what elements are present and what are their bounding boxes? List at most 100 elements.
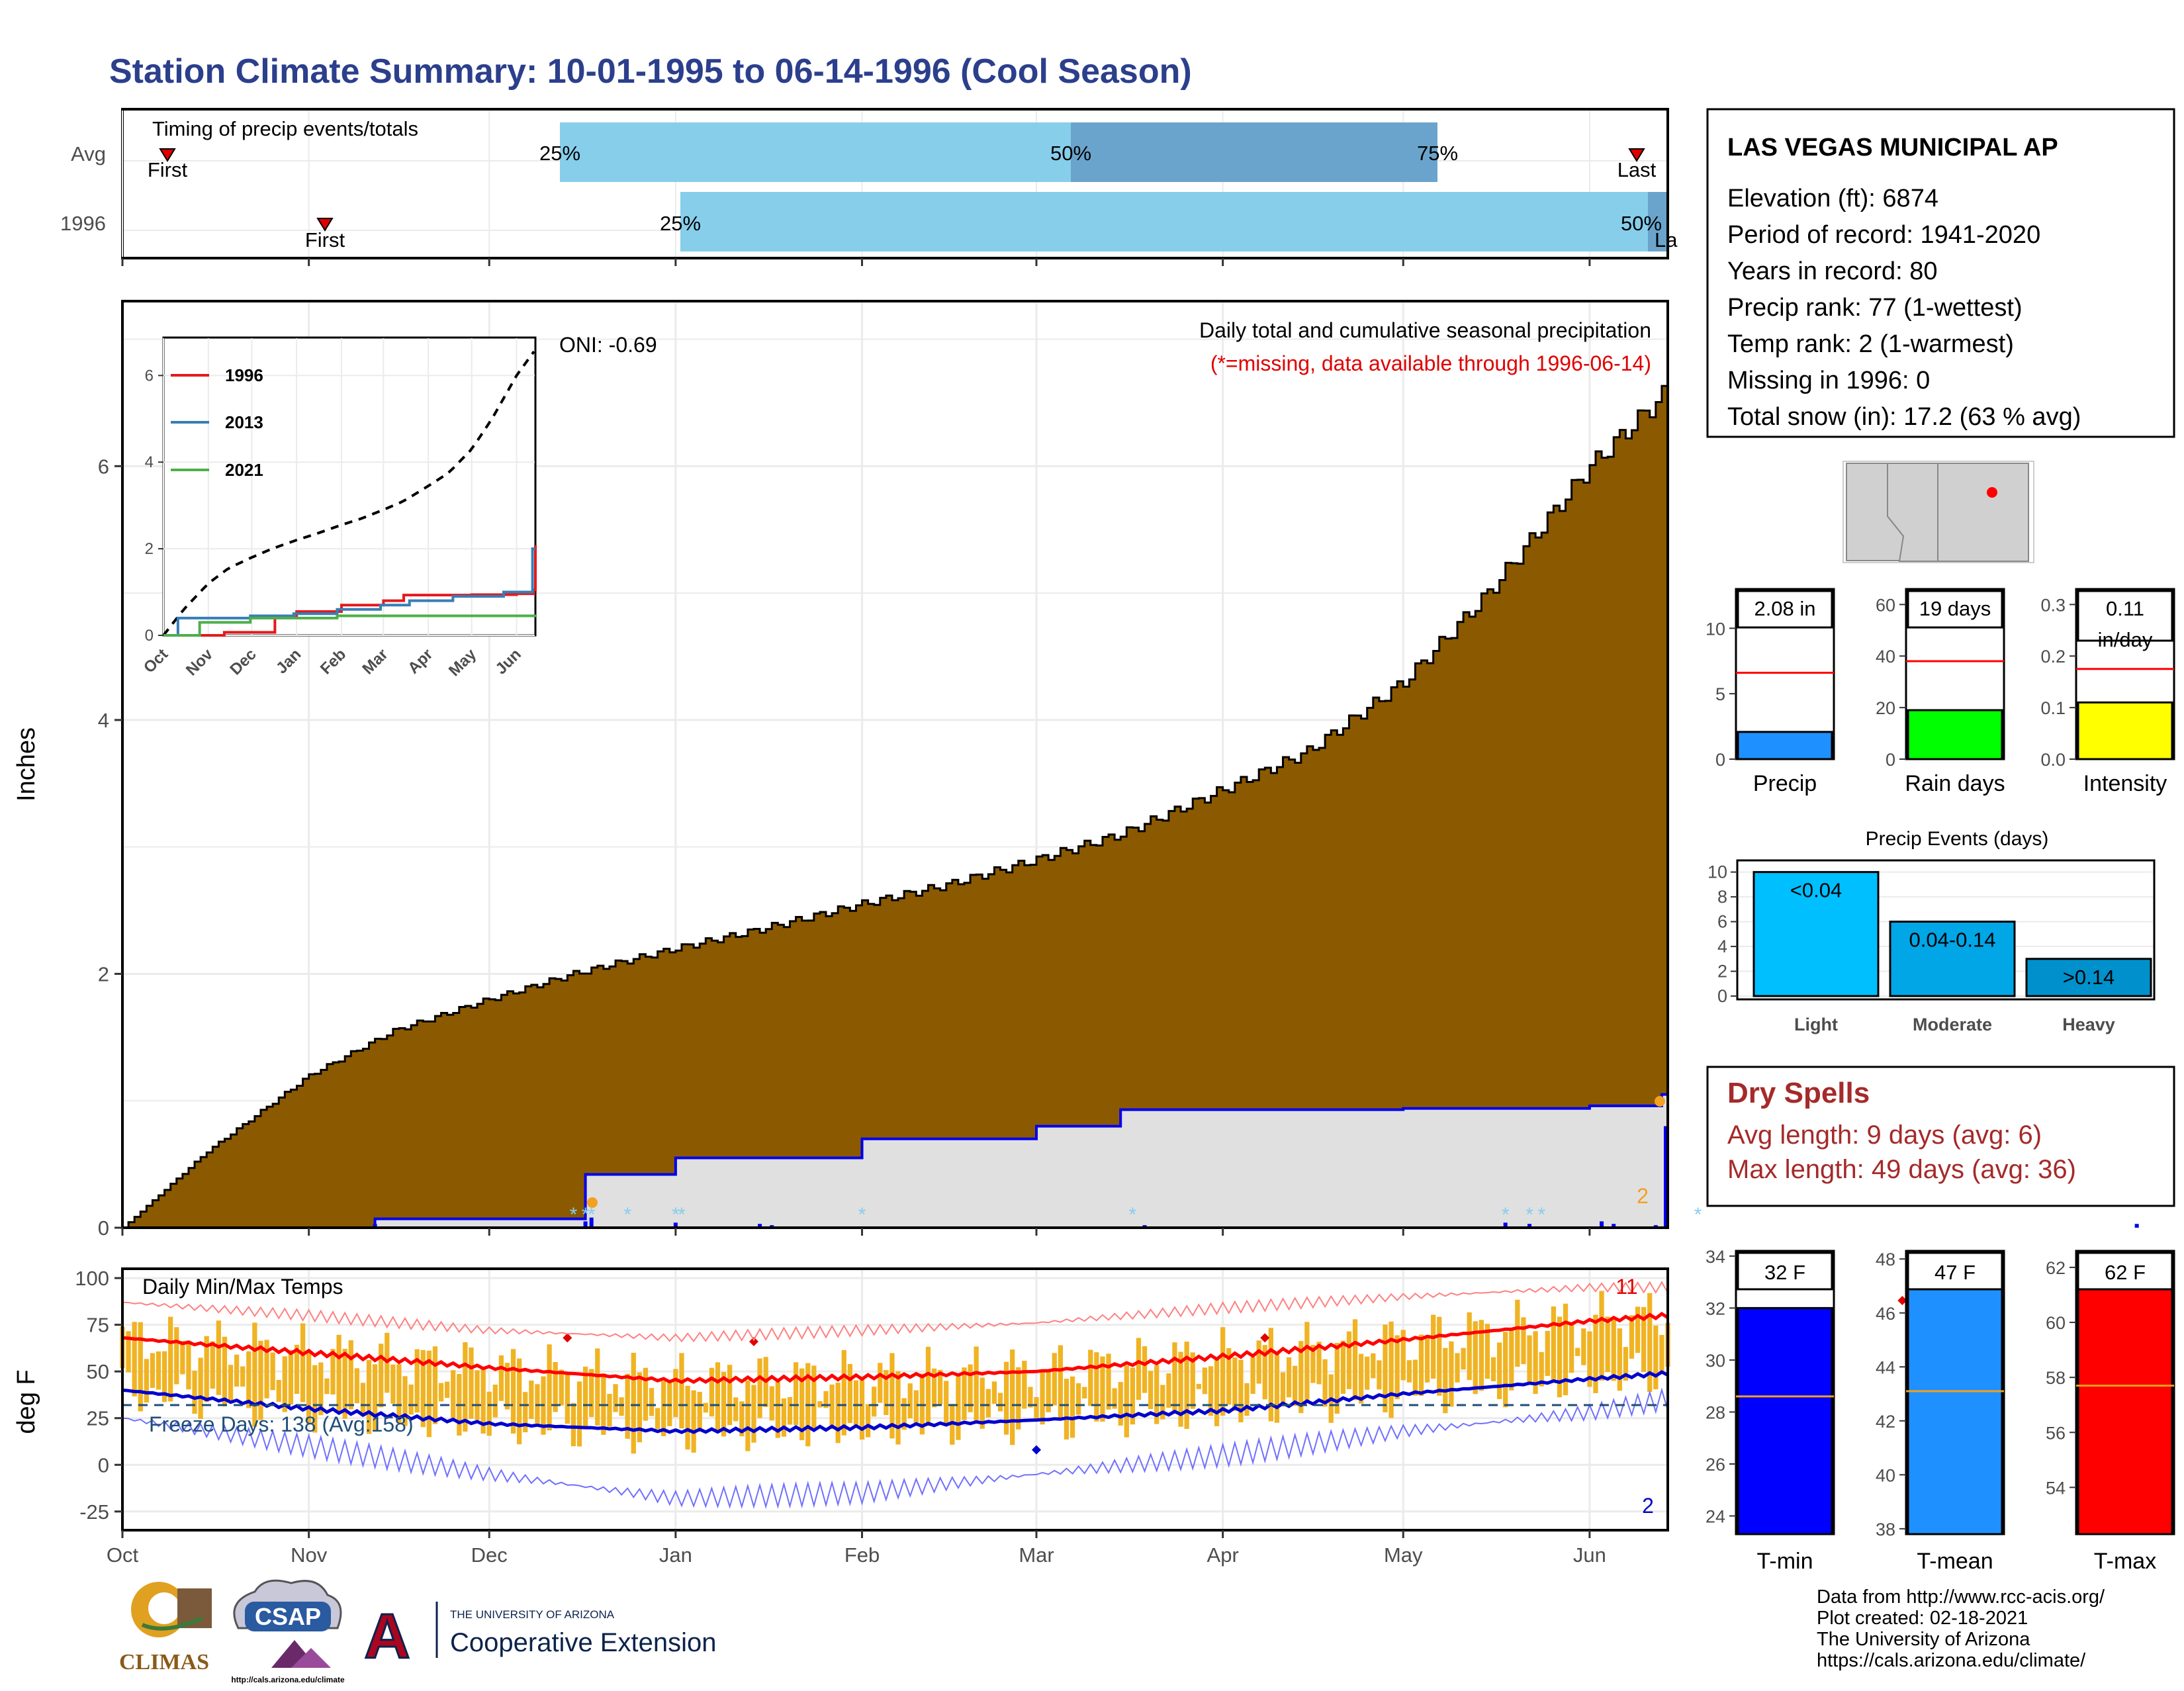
daily-temp-bar <box>925 1346 931 1426</box>
daily-temp-bar <box>901 1398 907 1430</box>
snow-marker: * <box>1129 1204 1137 1226</box>
daily-temp-bar <box>402 1376 408 1426</box>
temp-summary-ytick-label: 26 <box>1706 1455 1725 1475</box>
daily-temp-bar <box>1022 1361 1027 1409</box>
events-bar-heavy <box>2025 958 2152 997</box>
mini-bar-label-box <box>1737 590 1833 629</box>
avg-p50-label: 50% <box>1050 142 1091 165</box>
daily-temp-bar <box>979 1377 985 1429</box>
ua-logo: A THE UNIVERSITY OF ARIZONA Cooperative … <box>363 1600 717 1673</box>
daily-temp-bar <box>769 1386 774 1421</box>
daily-temp-bar <box>565 1374 570 1424</box>
mini-bar-ytick-label: 0.3 <box>2040 595 2066 615</box>
events-bar-light <box>1752 871 1880 997</box>
temp-summary-label: T-mean <box>1917 1549 1993 1574</box>
daily-temp-bar <box>216 1320 222 1395</box>
temp-summary-ytick-label: 38 <box>1876 1520 1895 1539</box>
daily-temp-bar <box>210 1341 215 1389</box>
daily-temp-bar <box>884 1370 889 1416</box>
daily-temp-bar <box>1184 1342 1189 1430</box>
events-bar-tag: <0.04 <box>1790 879 1842 902</box>
daily-temp-bar <box>288 1349 294 1405</box>
temp-summary-t-max: 62 F T-max 54 56 58 60 62 <box>2046 1250 2175 1574</box>
temp-summary-ytick-label: 58 <box>2046 1368 2066 1388</box>
daily-temp-bar <box>282 1356 287 1412</box>
daily-temp-bar <box>938 1369 943 1405</box>
inset-avg-cumulative-line <box>162 350 535 637</box>
csap-logo: CSAP http://cals.arizona.edu/climate <box>231 1579 345 1684</box>
daily-temp-bar <box>1346 1331 1352 1389</box>
daily-temp-bar <box>709 1367 715 1417</box>
mini-bar-value-text: 2.08 in <box>1754 597 1815 620</box>
avg-p25-label: 25% <box>539 142 580 165</box>
ua-line1: THE UNIVERSITY OF ARIZONA <box>450 1608 615 1621</box>
temp-summary-ytick-label: 44 <box>1876 1357 1895 1377</box>
daily-temp-bar <box>1075 1383 1081 1415</box>
year-first-label: First <box>305 228 345 251</box>
daily-temp-bar <box>895 1371 901 1445</box>
daily-temp-bar <box>1424 1338 1430 1383</box>
daily-temp-bar <box>1473 1321 1478 1394</box>
avg-min-line <box>122 1370 1669 1434</box>
daily-temp-bar <box>330 1349 336 1395</box>
daily-temp-bar <box>475 1370 480 1420</box>
daily-temp-bar <box>1467 1312 1472 1381</box>
temp-summary-ytick-label: 40 <box>1876 1465 1895 1485</box>
daily-temp-bar <box>781 1398 787 1437</box>
temp-xtick-label: Feb <box>844 1543 880 1567</box>
station-info-line: Years in record: 80 <box>1727 257 1938 285</box>
daily-temp-bar <box>1094 1352 1099 1422</box>
daily-temp-bar <box>1136 1338 1142 1400</box>
daily-temp-bar <box>1635 1306 1641 1353</box>
daily-temp-bar <box>306 1352 312 1425</box>
daily-temp-bar <box>619 1397 624 1416</box>
daily-temp-bar <box>595 1348 600 1426</box>
temp-summary-ytick-label: 56 <box>2046 1423 2066 1443</box>
temp-xtick-label: Mar <box>1019 1543 1054 1567</box>
timing-title: Timing of precip events/totals <box>152 117 418 140</box>
daily-temp-bar <box>1394 1335 1400 1400</box>
mini-bar-ytick-label: 0 <box>1715 750 1725 770</box>
events-ytick-label: 8 <box>1717 887 1727 907</box>
events-ytick-label: 2 <box>1717 962 1727 982</box>
daily-temp-bar <box>270 1352 275 1391</box>
avg-quartile-bar-light <box>560 122 1071 182</box>
daily-temp-bar <box>1581 1328 1586 1365</box>
daily-precip-bar <box>589 1217 594 1228</box>
mini-bar-label: Rain days <box>1905 771 2005 796</box>
daily-temp-bar <box>1490 1357 1496 1381</box>
year-quartile-bar-light <box>680 192 1648 251</box>
daily-temp-bar <box>1449 1341 1454 1407</box>
daily-temp-bar <box>1208 1366 1214 1416</box>
temp-xtick-label: Dec <box>471 1543 508 1567</box>
precip-ylabel: Inches <box>13 727 40 801</box>
daily-temp-bar <box>1334 1342 1340 1414</box>
daily-temp-bar <box>1232 1357 1238 1411</box>
temp-xtick-label: Jun <box>1573 1543 1606 1567</box>
daily-temp-bar <box>823 1391 829 1408</box>
mini-bar-value-text: in/day <box>2098 628 2153 651</box>
dry-spells-avg: Avg length: 9 days (avg: 6) <box>1727 1120 2042 1150</box>
daily-temp-bar <box>661 1381 666 1436</box>
daily-temp-bar <box>1220 1327 1226 1416</box>
daily-temp-bar <box>486 1391 492 1436</box>
daily-temp-bar <box>1322 1359 1328 1407</box>
temp-xtick-label: Nov <box>291 1543 328 1567</box>
daily-temp-bar <box>1352 1319 1358 1400</box>
daily-precip-bar <box>373 1224 377 1228</box>
temp-title: Daily Min/Max Temps <box>142 1275 343 1299</box>
daily-temp-bar <box>1479 1320 1484 1391</box>
daily-temp-bar <box>907 1383 913 1418</box>
temp-summary-bar <box>2077 1266 2173 1535</box>
daily-temp-bar <box>1088 1349 1093 1406</box>
temp-ytick-label: 50 <box>87 1360 109 1383</box>
inset-ytick-label: 0 <box>145 627 154 645</box>
daily-temp-bar <box>1575 1348 1580 1356</box>
missing-note: (*=missing, data available through 1996-… <box>1210 351 1651 375</box>
daily-temp-bar <box>240 1366 246 1387</box>
daily-temp-bar <box>1629 1315 1635 1359</box>
daily-temp-bar <box>138 1322 143 1412</box>
temp-summary-bar <box>1737 1306 1833 1535</box>
inset-ytick-label: 4 <box>145 453 154 471</box>
